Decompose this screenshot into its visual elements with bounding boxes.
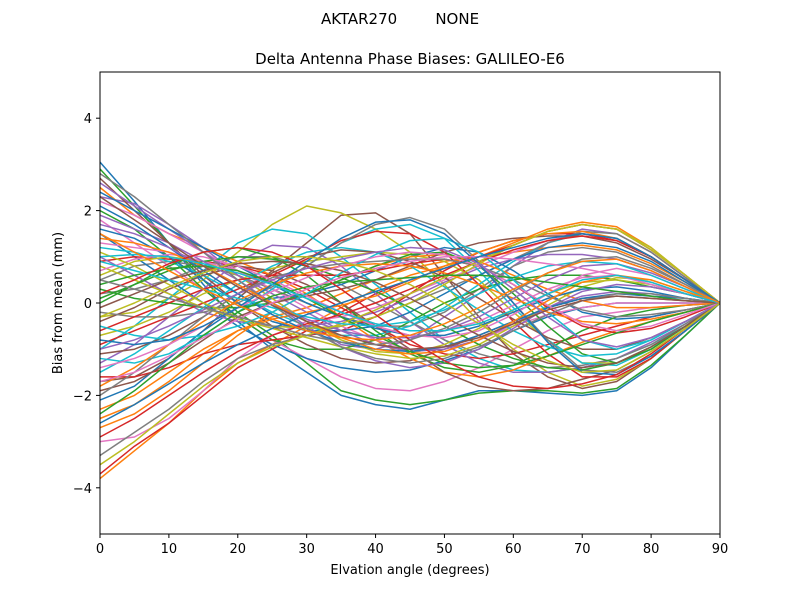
y-axis-ticks: −4 −2 0 2 4 [73,112,100,497]
y-tick-label: −2 [73,389,92,404]
series-line-62 [99,274,721,415]
x-tick-label: 90 [712,542,729,557]
x-tick-label: 70 [574,542,591,557]
y-tick-label: 0 [84,297,92,312]
x-tick-label: 50 [436,542,453,557]
series-line-65 [99,196,721,350]
series-lines [99,161,721,480]
x-tick-label: 40 [367,542,384,557]
x-tick-label: 60 [505,542,522,557]
series-line-37 [99,216,721,374]
series-line-70 [99,232,721,424]
x-tick-label: 30 [298,542,315,557]
x-axis-ticks: 0 10 20 30 40 50 60 70 80 90 [96,534,728,557]
series-line-0 [99,161,721,411]
x-tick-label: 80 [643,542,660,557]
x-axis-label: Elvation angle (degrees) [330,563,489,578]
x-tick-label: 0 [96,542,104,557]
x-tick-label: 10 [161,542,178,557]
series-line-55 [99,260,721,369]
y-tick-label: 2 [84,205,92,220]
chart-suptitle: AKTAR270 NONE [321,10,479,28]
series-line-69 [99,253,721,332]
series-line-30 [99,228,721,332]
chart-title: Delta Antenna Phase Biases: GALILEO-E6 [255,50,565,68]
series-line-44 [99,214,721,369]
series-line-58 [99,223,721,466]
series-line-53 [99,235,721,438]
x-tick-label: 20 [230,542,247,557]
y-tick-label: −4 [73,482,92,497]
y-axis-label: Bias from mean (mm) [51,232,66,374]
series-line-71 [99,233,721,341]
y-tick-label: 4 [84,112,92,127]
series-line-47 [99,258,721,397]
series-line-68 [99,256,721,374]
series-line-67 [99,256,721,346]
series-line-51 [99,262,721,387]
series-line-64 [99,246,721,350]
